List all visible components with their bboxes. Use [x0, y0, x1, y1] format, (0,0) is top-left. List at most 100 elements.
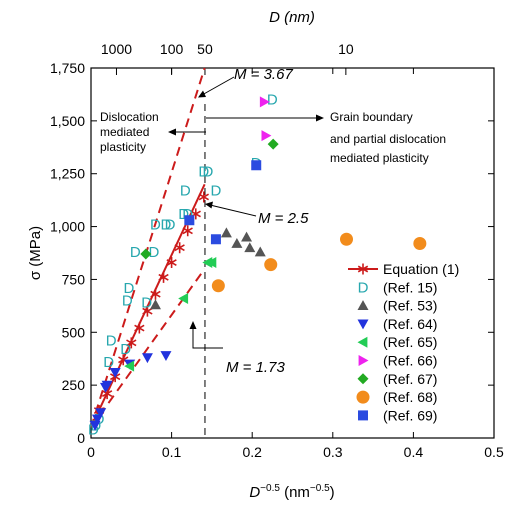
data-point-series-8	[210, 234, 221, 245]
data-point-series-0	[158, 271, 169, 283]
data-point-series-1: D	[178, 206, 189, 223]
data-point-series-2	[220, 227, 232, 238]
data-point-series-3	[160, 351, 172, 362]
data-point-series-1: D	[88, 422, 99, 439]
top-tick-label: 100	[160, 41, 184, 57]
legend-marker	[357, 336, 368, 348]
data-point-series-2	[149, 299, 161, 310]
data-point-series-1: D	[106, 333, 117, 350]
legend-marker	[356, 390, 370, 404]
svg-text:and partial dislocation: and partial dislocation	[330, 132, 446, 146]
svg-text:Grain boundary: Grain boundary	[330, 110, 413, 124]
data-point-series-1: D	[198, 164, 209, 181]
data-point-series-1: D	[122, 293, 133, 310]
legend-marker	[358, 410, 368, 421]
region-arrows	[168, 114, 324, 136]
legend-marker	[357, 300, 369, 310]
legend-label: (Ref. 53)	[383, 298, 437, 314]
legend-marker	[357, 373, 369, 385]
data-point-series-1: D	[211, 183, 222, 200]
data-point-series-1: D	[103, 354, 114, 371]
legend-label: (Ref. 66)	[383, 353, 437, 369]
y-tick-label: 500	[62, 324, 86, 340]
legend-marker	[358, 355, 369, 366]
ticks-layer: 0 0.1 0.2 0.3 0.4 0.5 0 250 500 750 1,000 1,250 1,50…	[50, 41, 504, 460]
data-point-series-1: D	[161, 216, 172, 233]
top-tick-label: 10	[338, 41, 354, 57]
y-tick-label: 750	[62, 271, 86, 287]
right-region-note: Grain boundary and partial dislocation m…	[330, 110, 446, 165]
data-point-series-1: D	[182, 206, 193, 223]
data-point-series-6	[267, 138, 279, 150]
m-mid-label: M = 2.5	[205, 201, 309, 227]
y-tick-label: 0	[77, 430, 85, 446]
data-point-series-0	[182, 225, 193, 237]
legend-label: (Ref. 68)	[383, 389, 437, 405]
y-axis-title: σ (MPa)	[27, 226, 44, 280]
data-point-series-4	[206, 257, 217, 269]
data-point-series-5	[259, 96, 270, 108]
data-point-series-1: D	[180, 183, 191, 200]
legend-label: (Ref. 69)	[383, 407, 437, 423]
m-line	[90, 67, 206, 428]
data-points-layer: DDDDDDDDDDDDDDDDDDDDDD	[88, 92, 427, 439]
m-low-label: M = 1.73	[189, 321, 285, 376]
data-point-series-3	[101, 380, 113, 391]
data-point-series-1: D	[120, 341, 131, 358]
x-tick-label: 0.2	[242, 444, 262, 460]
legend-marker	[357, 319, 369, 330]
data-point-series-5	[261, 130, 272, 142]
y-tick-label: 1,500	[50, 113, 85, 129]
legend-label: (Ref. 15)	[383, 279, 437, 295]
x-tick-label: 0.3	[323, 444, 343, 460]
data-point-series-1: D	[130, 244, 141, 261]
data-point-series-1: D	[123, 280, 134, 297]
y-tick-label: 250	[62, 377, 86, 393]
data-point-series-7	[264, 258, 278, 272]
data-point-series-1: D	[267, 92, 278, 109]
data-point-series-0	[166, 257, 177, 269]
legend-label: (Ref. 64)	[383, 316, 437, 332]
data-point-series-0	[150, 288, 161, 300]
plot-frame	[90, 67, 495, 439]
top-axis-title: D (nm)	[269, 9, 315, 26]
data-point-series-7	[340, 232, 354, 246]
data-point-series-0	[142, 305, 153, 317]
m-high-label: M = 3.67	[198, 66, 293, 98]
data-point-series-6	[140, 248, 152, 260]
data-point-series-3	[141, 353, 153, 364]
data-point-series-7	[211, 279, 225, 293]
data-point-series-8	[251, 160, 262, 171]
data-point-series-2	[241, 231, 253, 242]
data-point-series-3	[95, 408, 107, 419]
svg-text:M = 1.73: M = 1.73	[226, 359, 285, 376]
x-tick-label: 0	[87, 444, 95, 460]
legend-label: Equation (1)	[383, 261, 459, 277]
left-region-note: Dislocation mediated plasticity	[100, 110, 159, 154]
m-line	[90, 268, 206, 429]
svg-text:plasticity: plasticity	[100, 140, 146, 154]
data-point-series-1: D	[141, 295, 152, 312]
data-point-series-2	[254, 246, 266, 257]
data-point-series-1: D	[148, 244, 159, 261]
svg-text:M = 3.67: M = 3.67	[234, 66, 293, 83]
x-tick-label: 0.5	[484, 444, 504, 460]
legend-marker	[357, 263, 369, 275]
data-point-series-3	[109, 368, 121, 378]
data-point-series-0	[126, 337, 137, 349]
legend-label: (Ref. 67)	[383, 371, 437, 387]
x-axis-title: D−0.5 (nm−0.5)	[249, 483, 334, 501]
y-tick-label: 1,000	[50, 219, 85, 235]
svg-text:M = 2.5: M = 2.5	[258, 210, 309, 227]
data-point-series-0	[174, 242, 185, 254]
y-tick-label: 1,250	[50, 166, 85, 182]
data-point-series-7	[413, 236, 427, 250]
data-point-series-4	[178, 292, 189, 304]
y-tick-label: 1,750	[50, 60, 85, 76]
top-tick-label: 1000	[101, 41, 132, 57]
svg-text:Dislocation: Dislocation	[100, 110, 159, 124]
data-point-series-0	[198, 191, 210, 203]
legend-marker: D	[358, 279, 369, 296]
data-point-series-2	[244, 242, 256, 253]
